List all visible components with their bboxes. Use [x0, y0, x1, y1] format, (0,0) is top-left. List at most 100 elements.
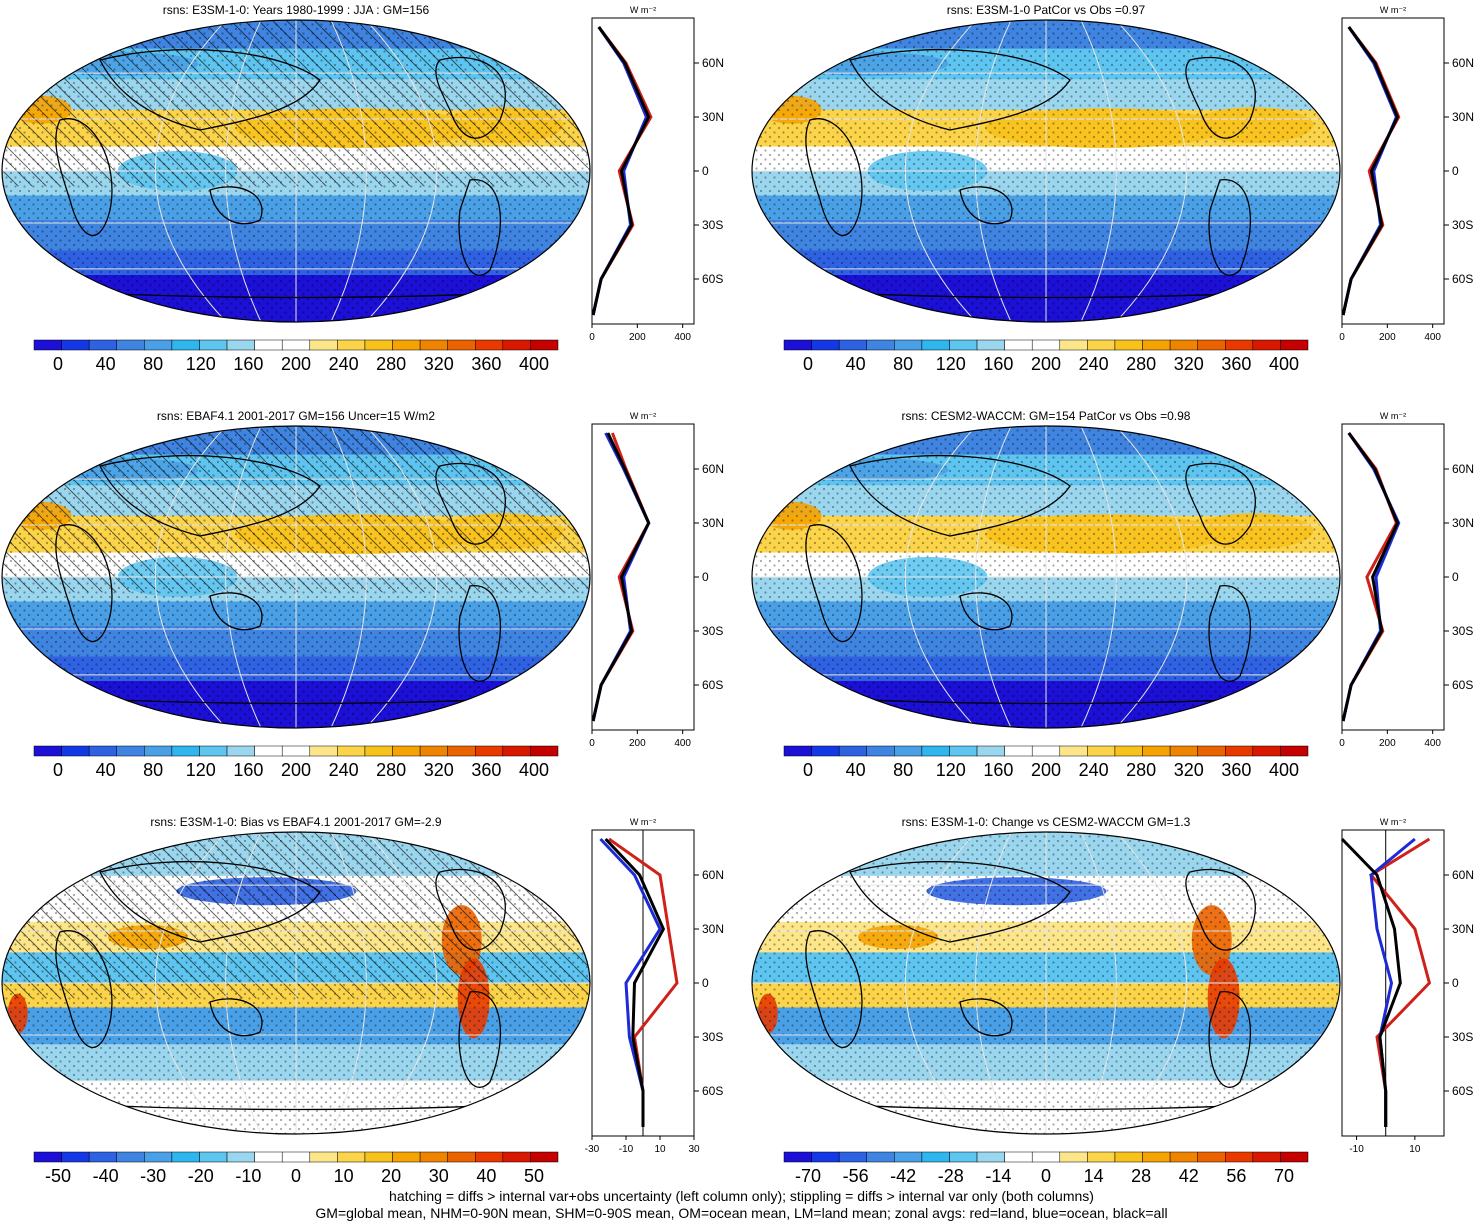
colorbar-tick-label: 120 — [935, 354, 966, 374]
colorbar-labels: -70 -56 -42 -28 -14 0 14 28 42 56 70 — [750, 1166, 1342, 1188]
lat-tick-label: 30S — [1452, 624, 1473, 638]
colorbar-tick-label: 280 — [1126, 354, 1157, 374]
colorbar-cell — [392, 745, 421, 757]
colorbar-cell — [783, 339, 812, 351]
coastline — [849, 860, 1071, 943]
graticule-line — [329, 832, 367, 1134]
panel-graphics: 60N 30N 0 30S 60S W m⁻² 0 200 400 — [1, 5, 724, 351]
colorbar-tick-label: 400 — [1268, 760, 1300, 780]
lat-tick-label: 60N — [1452, 462, 1474, 476]
coastline — [959, 186, 1013, 225]
lat-tick-label: 60N — [1452, 868, 1474, 882]
zonal-x-tick-label: -30 — [585, 1144, 600, 1155]
colorbar-cell — [447, 745, 476, 757]
panel-graphics: 60N 30N 0 30S 60S W m⁻² 0 200 400 — [751, 5, 1474, 351]
colorbar-cell — [419, 339, 448, 351]
colorbar-cell — [976, 339, 1005, 351]
zonal-x-tick-label: 400 — [1424, 332, 1441, 343]
colorbar-tick-label: 280 — [376, 354, 407, 374]
colorbar-cell — [1142, 339, 1171, 351]
colorbar-cell — [949, 339, 978, 351]
colorbar-cell — [171, 1151, 200, 1163]
colorbar-cell — [1252, 339, 1281, 351]
map-border — [1, 831, 591, 1135]
zonal-series-line — [599, 837, 662, 1127]
colorbar-tick-label: 50 — [523, 1166, 545, 1186]
colorbar-cell — [199, 339, 228, 351]
colorbar-cell — [309, 1151, 338, 1163]
lat-tick-label: 30N — [702, 922, 724, 936]
colorbar-tick-label: 160 — [233, 760, 264, 780]
colorbar-cell — [502, 1151, 531, 1163]
map-border — [751, 831, 1341, 1135]
zonal-frame — [591, 423, 695, 731]
zonal-units: W m⁻² — [1380, 5, 1406, 15]
zonal-units: W m⁻² — [630, 411, 656, 421]
colorbar-tick-label: 160 — [983, 354, 1014, 374]
colorbar-tick-label: 80 — [143, 354, 164, 374]
graticule-line — [1113, 426, 1188, 728]
colorbar-cell — [226, 1151, 255, 1163]
colorbar-cell — [171, 339, 200, 351]
lat-tick-label: 30S — [1452, 1030, 1473, 1044]
colorbar-tick-label: -14 — [985, 1166, 1012, 1186]
colorbar-cell — [116, 339, 145, 351]
colorbar-tick-label: 400 — [518, 354, 550, 374]
graticule-line — [329, 20, 367, 322]
footer-note: hatching = diffs > internal var+obs unce… — [0, 1188, 1483, 1222]
colorbar-cell — [1059, 1151, 1088, 1163]
colorbar-tick-label: -30 — [140, 1166, 167, 1186]
colorbar-cell — [783, 1151, 812, 1163]
colorbar-tick-label: 0 — [1040, 1166, 1052, 1186]
colorbar-tick-label: 120 — [185, 354, 216, 374]
colorbar-tick-label: -50 — [44, 1166, 72, 1186]
colorbar-cell — [1031, 339, 1061, 351]
colorbar-cell — [364, 1151, 393, 1163]
coastline — [209, 998, 263, 1037]
colorbar-tick-label: 10 — [333, 1166, 354, 1186]
colorbar-cell — [419, 1151, 448, 1163]
zonal-series-line — [1341, 432, 1401, 722]
colorbar-cell — [894, 339, 923, 351]
zonal-x-tick-label: 400 — [1424, 738, 1441, 749]
map-field — [752, 20, 1340, 322]
zonal-x-tick-label: 400 — [674, 332, 691, 343]
colorbar-cell — [88, 339, 117, 351]
colorbar-tick-label: -40 — [92, 1166, 119, 1186]
graticule-line — [1079, 20, 1117, 322]
colorbar-cell — [254, 339, 283, 351]
map-field — [2, 832, 590, 1134]
lat-tick-label: 30S — [702, 1030, 723, 1044]
lat-tick-label: 60S — [702, 272, 723, 286]
coastline — [1208, 585, 1252, 682]
zonal-series-line — [604, 837, 666, 1127]
lat-tick-label: 30N — [702, 516, 724, 530]
coastline — [805, 524, 863, 643]
colorbar-tick-label: 360 — [471, 760, 502, 780]
coastline — [849, 454, 1071, 537]
coastline — [458, 585, 502, 682]
colorbar-cell — [1059, 745, 1088, 757]
lat-tick-label: 30N — [1452, 922, 1474, 936]
colorbar-labels: -50 -40 -30 -20 -10 0 10 20 30 40 50 — [0, 1166, 592, 1188]
colorbar-cell — [1169, 339, 1198, 351]
colorbar-tick-label: 280 — [376, 760, 407, 780]
zonal-x-tick-label: 200 — [629, 738, 646, 749]
colorbar-cell — [337, 745, 366, 757]
colorbar-tick-label: 320 — [1173, 760, 1204, 780]
footer-line-2: GM=global mean, NHM=0-90N mean, SHM=0-90… — [315, 1205, 1168, 1221]
map-border — [1, 19, 591, 323]
panel-graphics: 60N 30N 0 30S 60S W m⁻² -10 10 — [751, 817, 1474, 1163]
colorbar-cell — [144, 339, 173, 351]
colorbar-cell — [838, 1151, 867, 1163]
zonal-x-tick-label: 200 — [1379, 332, 1396, 343]
colorbar-cell — [502, 339, 531, 351]
colorbar-cell — [61, 745, 90, 757]
graticule-line — [363, 426, 438, 728]
colorbar-tick-label: 240 — [1078, 760, 1109, 780]
map-border — [1, 425, 591, 729]
colorbar-cell — [1114, 1151, 1143, 1163]
panel-e3sm-patcor: rsns: E3SM-1-0 PatCor vs Obs =0.97 60N 30N… — [750, 0, 1483, 400]
graticule-line — [904, 20, 979, 322]
coastline — [435, 462, 506, 545]
